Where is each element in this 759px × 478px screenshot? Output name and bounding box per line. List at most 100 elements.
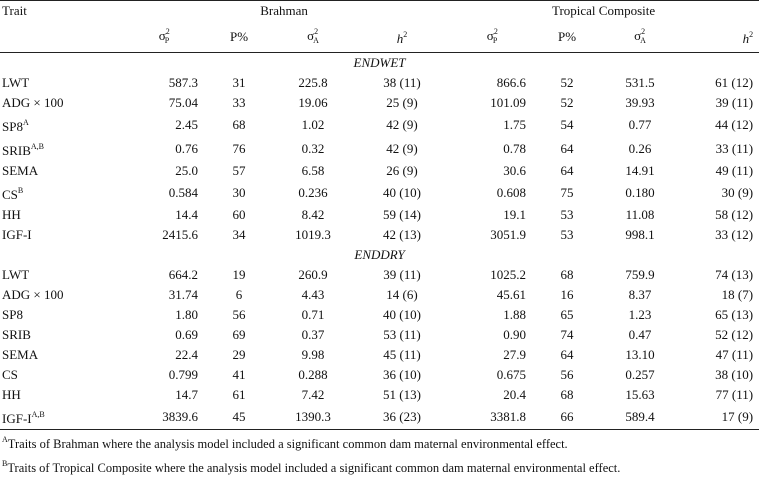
tc-additive-variance: 14.91 [598,161,682,181]
tc-heritability: 30 (9) [682,181,759,205]
tc-p-percent: 75 [536,181,598,205]
tc-heritability: 44 (12) [682,113,759,137]
brahman-p-percent-header: P% [208,21,270,53]
brahman-heritability: 39 (11) [356,265,448,285]
brahman-heritability: 53 (11) [356,325,448,345]
brahman-p-percent: 45 [208,405,270,430]
brahman-phenotypic-variance: 3839.6 [120,405,208,430]
tc-heritability: 77 (11) [682,385,759,405]
tc-additive-variance: 998.1 [598,225,682,245]
tc-phenotypic-variance: 27.9 [448,345,536,365]
brahman-additive-variance: 19.06 [270,93,356,113]
trait-name: ADG × 100 [2,287,64,302]
tc-phenotypic-variance: 1.88 [448,305,536,325]
trait-name: SP8 [2,307,23,322]
brahman-phenotypic-variance: 587.3 [120,73,208,93]
tc-phenotypic-variance: 20.4 [448,385,536,405]
tc-phenotypic-variance: 0.675 [448,365,536,385]
trait-footnote-mark: B [18,186,23,195]
footnote-row: BTraits of Tropical Composite where the … [0,454,759,478]
tc-phenotypic-variance: 0.608 [448,181,536,205]
tc-additive-variance: 531.5 [598,73,682,93]
tc-additive-variance: 0.180 [598,181,682,205]
brahman-additive-variance: 0.288 [270,365,356,385]
brahman-additive-variance: 6.58 [270,161,356,181]
brahman-heritability: 42 (9) [356,137,448,161]
tc-p-percent: 53 [536,225,598,245]
brahman-p-percent: 30 [208,181,270,205]
trait-cell: SRIBA,B [0,137,120,161]
trait-cell: SP8 [0,305,120,325]
brahman-p-percent: 34 [208,225,270,245]
trait-cell: CS [0,365,120,385]
tc-heritability: 38 (10) [682,365,759,385]
trait-footnote-mark: A [23,118,29,127]
tc-p-percent: 68 [536,385,598,405]
trait-name: IGF-I [2,411,32,426]
tropical-composite-group-header: Tropical Composite [448,1,759,22]
tc-heritability: 39 (11) [682,93,759,113]
h-sup: 2 [403,30,407,39]
brahman-additive-variance: 0.32 [270,137,356,161]
brahman-heritability: 25 (9) [356,93,448,113]
sigma-sub: P [165,36,169,45]
tc-additive-variance: 0.257 [598,365,682,385]
trait-cell: ADG × 100 [0,93,120,113]
tropical-composite-label: Tropical Composite [552,3,655,18]
tc-additive-variance: 11.08 [598,205,682,225]
brahman-p-percent: 61 [208,385,270,405]
tc-phenotypic-variance: 1.75 [448,113,536,137]
footnote-text: Traits of Brahman where the analysis mod… [8,437,568,451]
brahman-heritability: 14 (6) [356,285,448,305]
tc-p-percent: 52 [536,73,598,93]
brahman-p-percent: 31 [208,73,270,93]
brahman-heritability: 51 (13) [356,385,448,405]
brahman-additive-variance: 0.37 [270,325,356,345]
tc-phenotypic-variance: 3381.8 [448,405,536,430]
tc-heritability: 33 (12) [682,225,759,245]
section-header-row: ENDDRY [0,245,759,265]
trait-name: CS [2,187,18,202]
trait-name: SRIB [2,143,31,158]
brahman-heritability: 59 (14) [356,205,448,225]
brahman-heritability: 42 (13) [356,225,448,245]
brahman-phenotypic-variance: 25.0 [120,161,208,181]
tc-additive-variance: 8.37 [598,285,682,305]
brahman-heritability: 26 (9) [356,161,448,181]
tc-p-percent: 64 [536,137,598,161]
sigma-sub: A [313,36,319,45]
h-sup: 2 [749,30,753,39]
brahman-phenotypic-variance: 22.4 [120,345,208,365]
trait-cell: CSB [0,181,120,205]
brahman-p-percent: 57 [208,161,270,181]
sigma-sub: A [640,36,646,45]
tc-heritability: 18 (7) [682,285,759,305]
table-footnotes: ATraits of Brahman where the analysis mo… [0,430,759,478]
trait-name: ADG × 100 [2,95,64,110]
tc-additive-variance: 1.23 [598,305,682,325]
trait-name: HH [2,387,21,402]
brahman-additive-variance: 1390.3 [270,405,356,430]
brahman-phenotypic-variance: 0.69 [120,325,208,345]
sigma-sup: 2 [166,27,170,36]
brahman-p-percent: 60 [208,205,270,225]
tc-heritability: 61 (12) [682,73,759,93]
tc-p-percent: 64 [536,161,598,181]
brahman-p-percent: 56 [208,305,270,325]
brahman-p-percent: 19 [208,265,270,285]
footnote: ATraits of Brahman where the analysis mo… [0,430,759,455]
tc-p-percent: 74 [536,325,598,345]
tc-phenotypic-variance: 0.90 [448,325,536,345]
trait-name: IGF-I [2,227,32,242]
tc-p-percent: 68 [536,265,598,285]
trait-name: SP8 [2,119,23,134]
tc-heritability: 74 (13) [682,265,759,285]
